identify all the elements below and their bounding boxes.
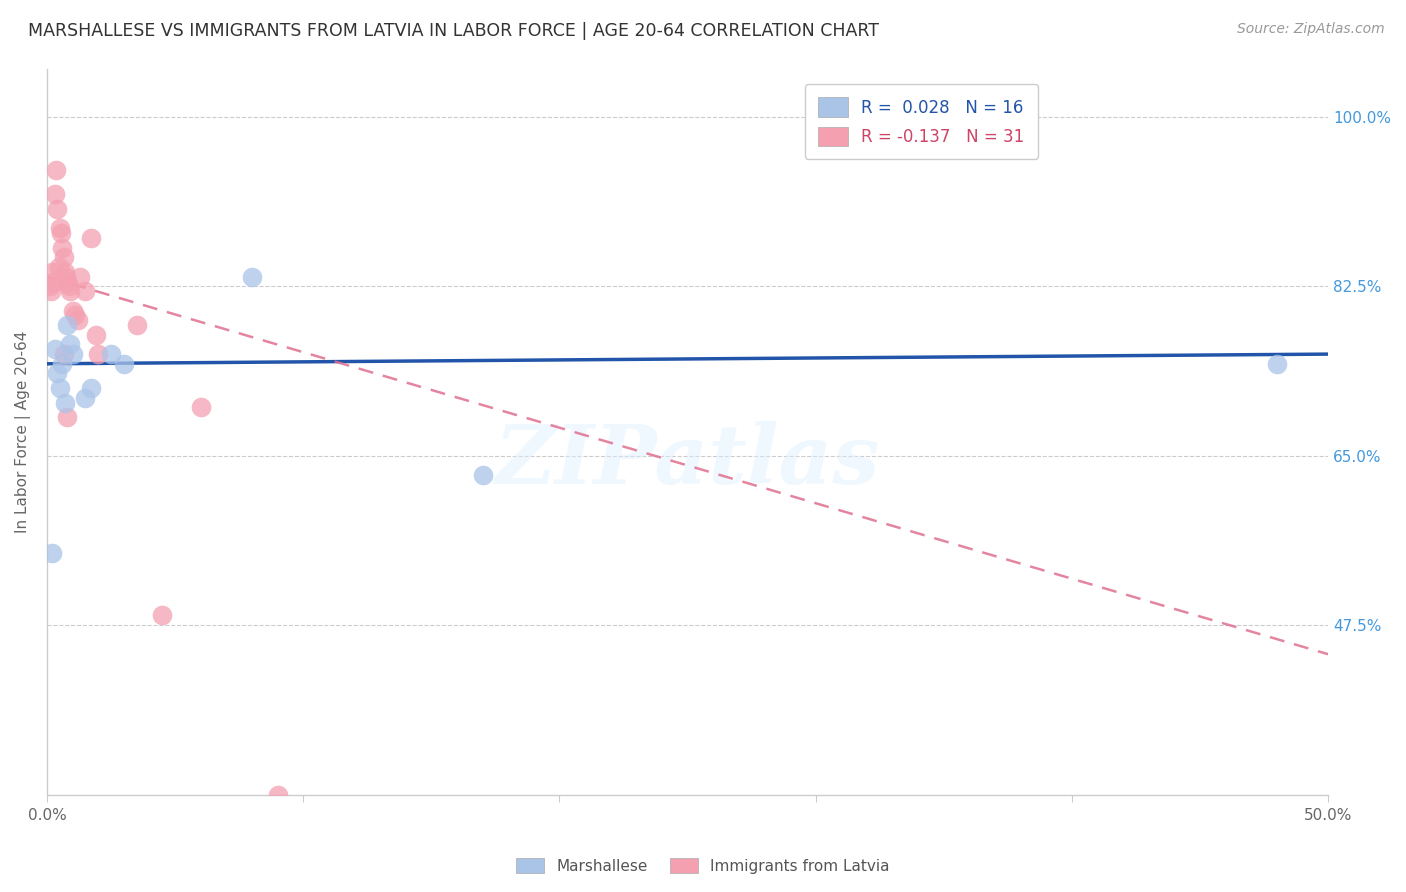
Point [46,367,69,381]
Text: ZIPatlas: ZIPatlas [495,421,880,500]
Point [53,395,76,409]
Point [56,275,79,289]
Point [59,284,82,298]
Point [52,347,75,361]
Point [66,313,89,327]
Point [44,343,66,357]
Point [41,545,63,559]
Point [38,279,60,293]
Point [125,318,148,332]
Y-axis label: In Labor Force | Age 20-64: In Labor Force | Age 20-64 [15,330,31,533]
Point [1265,357,1288,371]
Point [75,284,97,298]
Point [42,275,65,289]
Point [44,187,66,202]
Point [53,265,76,279]
Point [150,608,173,623]
Point [39,284,62,298]
Point [240,269,263,284]
Point [62,303,84,318]
Point [69,269,91,284]
Point [48,260,70,274]
Point [56,410,79,425]
Point [58,279,80,293]
Point [471,468,494,483]
Point [51,357,73,371]
Point [75,391,97,405]
Point [49,381,72,395]
Point [112,357,135,371]
Point [100,347,122,361]
Point [63,309,86,323]
Point [49,221,72,235]
Point [190,401,212,415]
Point [52,250,75,264]
Point [55,269,77,284]
Point [49,226,72,240]
Point [59,337,82,351]
Point [56,318,79,332]
Text: Source: ZipAtlas.com: Source: ZipAtlas.com [1237,22,1385,37]
Point [62,347,84,361]
Legend: R =  0.028   N = 16, R = -0.137   N = 31: R = 0.028 N = 16, R = -0.137 N = 31 [804,84,1038,160]
Point [87,347,110,361]
Legend: Marshallese, Immigrants from Latvia: Marshallese, Immigrants from Latvia [510,852,896,880]
Point [266,788,288,802]
Point [41,265,63,279]
Point [51,241,73,255]
Point [79,381,101,395]
Point [46,202,69,216]
Point [45,163,67,178]
Point [84,327,107,342]
Point [79,231,101,245]
Text: MARSHALLESE VS IMMIGRANTS FROM LATVIA IN LABOR FORCE | AGE 20-64 CORRELATION CHA: MARSHALLESE VS IMMIGRANTS FROM LATVIA IN… [28,22,879,40]
